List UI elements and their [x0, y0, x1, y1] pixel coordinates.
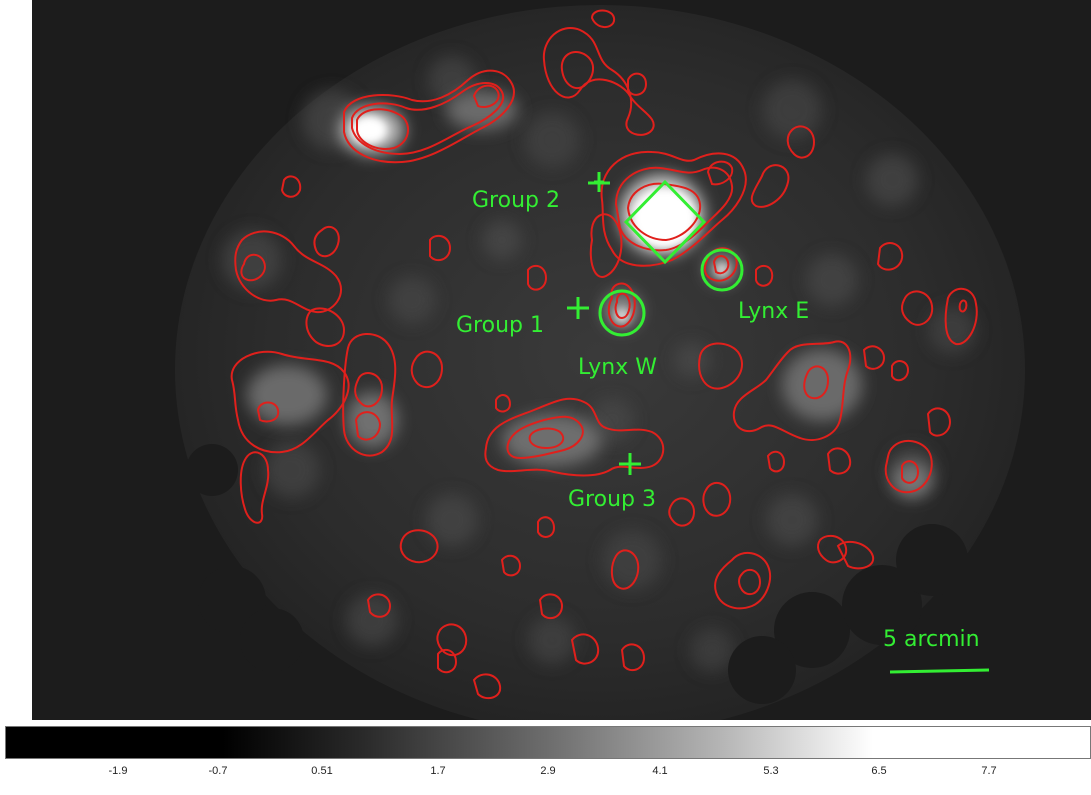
group2-label: Group 2 — [472, 188, 560, 213]
lynx-e-label: Lynx E — [738, 299, 809, 324]
colorbar-tick: 1.7 — [430, 765, 446, 777]
xray-image-panel: Group 2 Group 1 Group 3 Lynx W Lynx E 5 … — [32, 0, 1091, 720]
lynx-w-label: Lynx W — [578, 355, 657, 380]
annotations — [567, 172, 990, 674]
group1-cross — [567, 297, 589, 319]
group1-label: Group 1 — [456, 313, 544, 338]
lynx-w-circle — [598, 289, 646, 337]
colorbar-tick: 2.9 — [540, 765, 556, 777]
colorbar-tick: 6.5 — [871, 765, 887, 777]
lynx-e-circle — [700, 248, 744, 292]
label-group: Group 2 Group 1 Group 3 Lynx W Lynx E 5 … — [456, 188, 980, 652]
colorbar-tick: 7.7 — [981, 765, 997, 777]
scale-bar-label: 5 arcmin — [883, 627, 980, 652]
colorbar-tick: -1.9 — [108, 765, 128, 777]
field-of-view — [175, 5, 1025, 720]
group3-label: Group 3 — [568, 487, 656, 512]
diamond-marker — [623, 179, 707, 265]
colorbar-tick: 4.1 — [652, 765, 668, 777]
colorbar-tick: 0.51 — [311, 765, 333, 777]
group2-cross — [588, 172, 610, 192]
group3-cross — [619, 453, 641, 475]
colorbar-tick: -0.7 — [208, 765, 228, 777]
colorbar-tick: 5.3 — [763, 765, 779, 777]
colorbar — [5, 726, 1091, 759]
scale-bar-line — [889, 668, 990, 674]
contours — [230, 9, 978, 700]
colorbar-ticks: -1.9 -0.7 0.51 1.7 2.9 4.1 5.3 6.5 7.7 — [0, 765, 1091, 785]
